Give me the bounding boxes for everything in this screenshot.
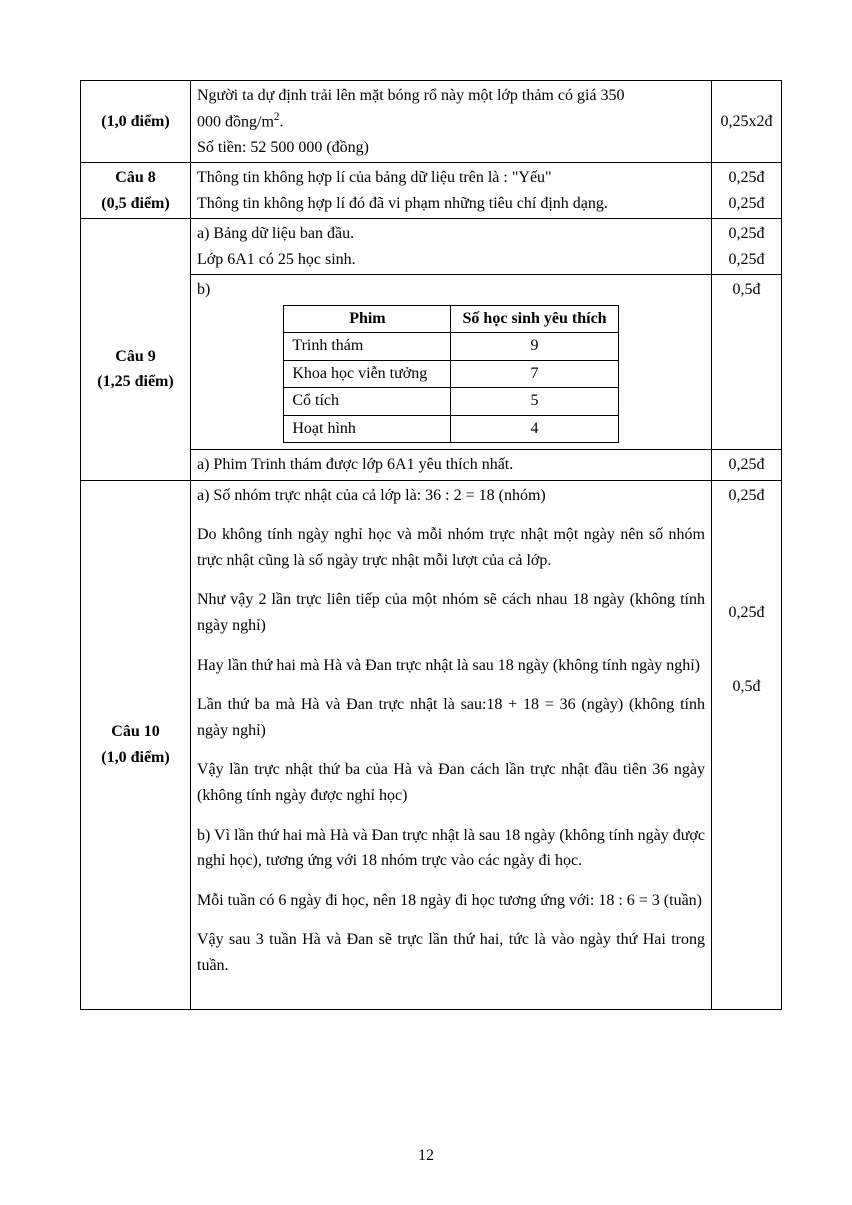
row-label: Câu 9 (1,25 điểm) xyxy=(81,219,191,480)
content-line: Số tiền: 52 500 000 (đồng) xyxy=(197,135,705,161)
row-label: Câu 10 (1,0 điểm) xyxy=(81,480,191,1009)
table-row: Câu 10 (1,0 điểm) a) Số nhóm trực nhật c… xyxy=(81,480,782,1009)
page: (1,0 điểm) Người ta dự định trải lên mặt… xyxy=(0,0,852,1205)
content-paragraph: Do không tính ngày nghỉ học và mỗi nhóm … xyxy=(197,522,705,573)
row-content: Thông tin không hợp lí của bảng dữ liệu … xyxy=(191,163,712,219)
row-score: 0,25đ 0,25đ xyxy=(712,219,782,275)
row-content: b) Phim Số học sinh yêu thích Trinh thám… xyxy=(191,275,712,450)
content-line: Người ta dự định trải lên mặt bóng rổ nà… xyxy=(197,83,705,109)
row-score: 0,5đ xyxy=(712,275,782,450)
content-line: 000 đồng/m2. xyxy=(197,109,705,135)
cell: Khoa học viễn tưởng xyxy=(284,360,451,387)
row-label: Câu 8 (0,5 điểm) xyxy=(81,163,191,219)
content-paragraph: a) Số nhóm trực nhật của cả lớp là: 36 :… xyxy=(197,483,705,509)
answer-key-table: (1,0 điểm) Người ta dự định trải lên mặt… xyxy=(80,80,782,1010)
content-paragraph: Mỗi tuần có 6 ngày đi học, nên 18 ngày đ… xyxy=(197,888,705,914)
content-line: b) xyxy=(197,277,705,303)
content-paragraph: Như vậy 2 lần trực liên tiếp của một nhó… xyxy=(197,587,705,638)
score-value: 0,25đ xyxy=(718,165,775,191)
table-row: Cổ tích 5 xyxy=(284,388,618,415)
table-header-row: Phim Số học sinh yêu thích xyxy=(284,306,618,333)
content-line: Thông tin không hợp lí đó đã vi phạm nhữ… xyxy=(197,191,705,217)
col-header: Số học sinh yêu thích xyxy=(451,306,618,333)
table-row: Câu 9 (1,25 điểm) a) Bảng dữ liệu ban đầ… xyxy=(81,219,782,275)
cell: Hoạt hình xyxy=(284,415,451,442)
content-paragraph: Vậy sau 3 tuần Hà và Đan sẽ trực lần thứ… xyxy=(197,927,705,978)
table-row: Trinh thám 9 xyxy=(284,333,618,360)
row-content: a) Số nhóm trực nhật của cả lớp là: 36 :… xyxy=(191,480,712,1009)
row-score: 0,25đ xyxy=(712,450,782,481)
label-text: Câu 8 xyxy=(87,165,184,191)
content-line: a) Bảng dữ liệu ban đầu. xyxy=(197,221,705,247)
score-value: 0,25đ xyxy=(718,483,775,509)
table-row: Khoa học viễn tưởng 7 xyxy=(284,360,618,387)
table-row: Câu 8 (0,5 điểm) Thông tin không hợp lí … xyxy=(81,163,782,219)
cell: 4 xyxy=(451,415,618,442)
table-row: (1,0 điểm) Người ta dự định trải lên mặt… xyxy=(81,81,782,163)
row-score: 0,25x2đ xyxy=(712,81,782,163)
content-line: Lớp 6A1 có 25 học sinh. xyxy=(197,247,705,273)
cell: Cổ tích xyxy=(284,388,451,415)
score-value: 0,25đ xyxy=(718,221,775,247)
table-row: Hoạt hình 4 xyxy=(284,415,618,442)
content-line: a) Phim Trinh thám được lớp 6A1 yêu thíc… xyxy=(197,452,705,478)
label-text: (1,25 điểm) xyxy=(87,369,184,395)
content-paragraph: Vậy lần trực nhật thứ ba của Hà và Đan c… xyxy=(197,757,705,808)
content-paragraph: Hay lần thứ hai mà Hà và Đan trực nhật l… xyxy=(197,653,705,679)
label-text: (1,0 điểm) xyxy=(87,745,184,771)
label-text: (1,0 điểm) xyxy=(101,113,169,130)
row-content: a) Phim Trinh thám được lớp 6A1 yêu thíc… xyxy=(191,450,712,481)
score-value: 0,25đ xyxy=(718,247,775,273)
cell: 7 xyxy=(451,360,618,387)
cell: 9 xyxy=(451,333,618,360)
cell: 5 xyxy=(451,388,618,415)
cell: Trinh thám xyxy=(284,333,451,360)
row-content: Người ta dự định trải lên mặt bóng rổ nà… xyxy=(191,81,712,163)
score-value: 0,5đ xyxy=(718,674,775,700)
label-text: (0,5 điểm) xyxy=(87,191,184,217)
score-value: 0,25đ xyxy=(718,600,775,626)
content-paragraph: Lần thứ ba mà Hà và Đan trực nhật là sau… xyxy=(197,692,705,743)
label-text: Câu 10 xyxy=(87,719,184,745)
row-label: (1,0 điểm) xyxy=(81,81,191,163)
phim-data-table: Phim Số học sinh yêu thích Trinh thám 9 … xyxy=(283,305,618,443)
page-number: 12 xyxy=(0,1147,852,1165)
col-header: Phim xyxy=(284,306,451,333)
row-content: a) Bảng dữ liệu ban đầu. Lớp 6A1 có 25 h… xyxy=(191,219,712,275)
row-score: 0,25đ 0,25đ xyxy=(712,163,782,219)
label-text: Câu 9 xyxy=(87,344,184,370)
score-value: 0,25đ xyxy=(718,191,775,217)
row-score: 0,25đ 0,25đ 0,5đ xyxy=(712,480,782,1009)
content-paragraph: b) Vì lần thứ hai mà Hà và Đan trực nhật… xyxy=(197,823,705,874)
content-line: Thông tin không hợp lí của bảng dữ liệu … xyxy=(197,165,705,191)
